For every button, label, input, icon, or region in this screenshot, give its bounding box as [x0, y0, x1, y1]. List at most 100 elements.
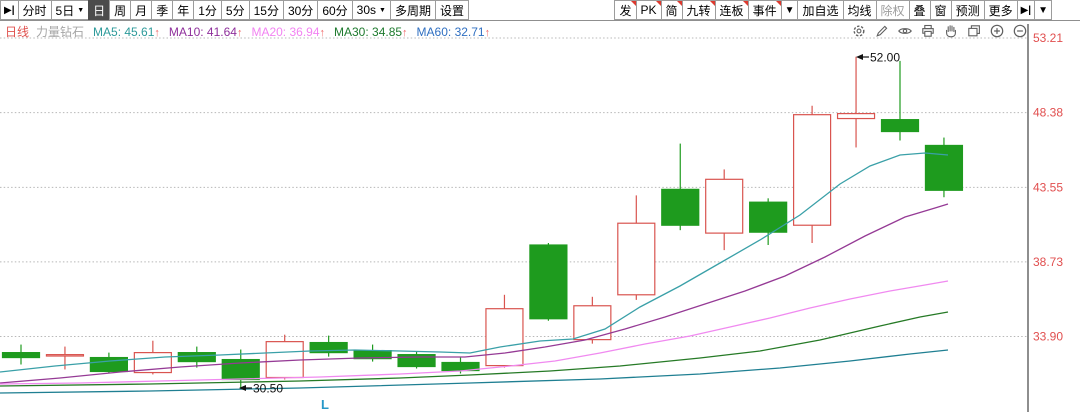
toolbar-button-label: 周 — [114, 3, 127, 18]
toolbar-button-label: 预测 — [955, 3, 980, 18]
candle-1[interactable] — [1, 344, 41, 365]
ma-line-ma10 — [0, 203, 949, 384]
toolbar-button-add-to-watchlist[interactable]: 加自选 — [797, 0, 844, 20]
pencil-icon[interactable] — [874, 23, 890, 39]
toolbar-button-collapse-right[interactable]: ▶| — [1016, 0, 1036, 20]
candle-body — [617, 222, 656, 296]
candle-8[interactable] — [309, 335, 348, 357]
toolbar-button-nine-turn[interactable]: 九转 — [681, 0, 716, 20]
toolbar-button-period-5min[interactable]: 5分 — [220, 0, 250, 20]
top-toolbar: ▶| 分时 5日 ▼ 日周月季年 1分 5分 15分 30分 60分 30s ▼ 多周期 设置 发 PK 简九… — [0, 0, 1080, 21]
toolbar-button-window-split[interactable]: 窗 — [929, 0, 952, 20]
zoom-out-icon[interactable] — [1012, 23, 1028, 39]
ma-value-ma30: MA30: 34.85↑ — [334, 25, 408, 39]
eye-icon[interactable] — [897, 23, 913, 39]
toolbar-button-label: 九转 — [686, 3, 711, 18]
toolbar-button-overlay[interactable]: 叠 — [908, 0, 931, 20]
window-icon[interactable] — [966, 23, 982, 39]
toolbar-button-events-dropdown[interactable]: ▼ — [780, 0, 799, 20]
candle-21[interactable] — [880, 60, 920, 141]
toolbar-button-label: 60分 — [322, 3, 348, 18]
toolbar-button-label: 连板 — [719, 3, 744, 18]
toolbar-button-period-year[interactable]: 年 — [172, 0, 195, 20]
printer-icon[interactable] — [920, 23, 936, 39]
ma-value-ma5: MA5: 45.61↑ — [93, 25, 160, 39]
candle-9[interactable] — [353, 344, 392, 362]
toolbar-button-period-1min[interactable]: 1分 — [193, 0, 222, 20]
toolbar-button-forecast[interactable]: 预测 — [950, 0, 985, 20]
toolbar-button-period-day[interactable]: 日 — [88, 0, 111, 20]
toolbar-button-period-week[interactable]: 周 — [109, 0, 132, 20]
toolbar-button-label: 窗 — [934, 3, 947, 18]
ma-value-ma10: MA10: 41.64↑ — [168, 25, 243, 39]
toolbar-button-pk[interactable]: PK — [635, 0, 662, 20]
toolbar-button-multi-period[interactable]: 多周期 — [389, 0, 436, 20]
candle-18[interactable] — [749, 198, 788, 246]
up-arrow-icon: ↑ — [484, 27, 491, 39]
ma-values: MA5: 45.61↑ MA10: 41.64↑ MA20: 36.94↑ MA30:… — [84, 25, 490, 39]
toolbar-button-publish[interactable]: 发 — [614, 0, 637, 20]
candle-17[interactable] — [705, 169, 744, 251]
toolbar-button-settings[interactable]: 设置 — [434, 0, 469, 20]
ma-line-ma60 — [0, 349, 949, 394]
candle-body — [485, 308, 524, 367]
toolbar-button-period-month[interactable]: 月 — [130, 0, 153, 20]
toolbar-button-label: PK — [640, 3, 657, 17]
toolbar-button-events[interactable]: 事件 — [747, 0, 782, 20]
toolbar-button-label: 5分 — [225, 3, 245, 18]
toolbar-button-ex-rights[interactable]: 除权 — [875, 0, 910, 20]
toolbar-button-ma-lines-toggle[interactable]: 均线 — [842, 0, 877, 20]
toolbar-button-simple-mode[interactable]: 简 — [660, 0, 683, 20]
toolbar-button-collapse-left[interactable]: ▶| — [0, 0, 19, 20]
candle-13[interactable] — [529, 242, 568, 321]
toolbar-button-period-intraday[interactable]: 分时 — [17, 0, 52, 20]
toolbar-button-limit-up-streak[interactable]: 连板 — [714, 0, 749, 20]
candle-15[interactable] — [617, 195, 656, 300]
candle-body — [880, 119, 920, 133]
hand-icon[interactable] — [943, 23, 959, 39]
ma-value-ma20: MA20: 36.94↑ — [251, 25, 325, 39]
up-arrow-icon: ↑ — [402, 27, 408, 39]
toolbar-button-period-5day[interactable]: 5日 ▼ — [50, 0, 90, 20]
candle-20[interactable] — [836, 56, 876, 148]
toolbar-button-more[interactable]: 更多 — [983, 0, 1018, 20]
toolbar-button-label: 事件 — [752, 3, 777, 18]
toolbar-tools-group: 发 PK 简九转 连板 事件 ▼ 加自选 均线 除权叠窗预测 更多 ▶| ▼ — [614, 0, 1080, 20]
ma-value-ma60: MA60: 32.71↑ — [416, 25, 491, 39]
candle-body — [924, 144, 964, 191]
price-annotation-30.50: 30.50 — [239, 382, 283, 396]
candle-body — [836, 112, 876, 120]
toolbar-button-period-30min[interactable]: 30分 — [282, 0, 319, 20]
up-arrow-icon: ↑ — [236, 27, 243, 39]
toolbar-button-label: 多周期 — [394, 3, 431, 18]
y-axis-label: 33.90 — [1033, 330, 1063, 344]
toolbar-button-label: 15分 — [253, 3, 279, 18]
toolbar-button-period-60min[interactable]: 60分 — [317, 0, 353, 20]
toolbar-button-label: 分时 — [22, 3, 47, 18]
candle-7[interactable] — [265, 334, 304, 380]
period-label: 日线 — [5, 25, 30, 39]
toolbar-button-period-30s[interactable]: 30s ▼ — [351, 0, 391, 20]
toolbar-button-toolbar-dropdown[interactable]: ▼ — [1034, 0, 1052, 20]
candle-16[interactable] — [661, 143, 700, 231]
indicator-bar: 日线 力量钻石 MA5: 45.61↑ MA10: 41.64↑ MA20: 36.… — [5, 23, 490, 40]
candle-3[interactable] — [89, 352, 129, 374]
toolbar-period-group: ▶| 分时 5日 ▼ 日周月季年 1分 5分 15分 30分 60分 30s ▼ 多周期 设置 — [0, 0, 469, 20]
zoom-in-icon[interactable] — [989, 23, 1005, 39]
candle-body — [309, 341, 348, 354]
toolbar-button-label: 设置 — [439, 3, 464, 18]
toolbar-button-label: ▶| — [4, 4, 15, 16]
candle-22[interactable] — [924, 137, 964, 198]
candle-10[interactable] — [397, 351, 436, 369]
annotation-text: 52.00 — [870, 51, 900, 65]
candle-12[interactable] — [485, 294, 524, 368]
toolbar-button-period-quarter[interactable]: 季 — [151, 0, 174, 20]
toolbar-button-period-15min[interactable]: 15分 — [248, 0, 284, 20]
toolbar-button-label: ▶| — [1020, 4, 1032, 16]
toolbar-button-label: 加自选 — [802, 3, 839, 18]
y-axis-label: 48.38 — [1033, 106, 1063, 120]
candle-19[interactable] — [792, 105, 832, 243]
gear-icon[interactable] — [851, 23, 867, 39]
toolbar-button-label: 叠 — [913, 3, 926, 18]
